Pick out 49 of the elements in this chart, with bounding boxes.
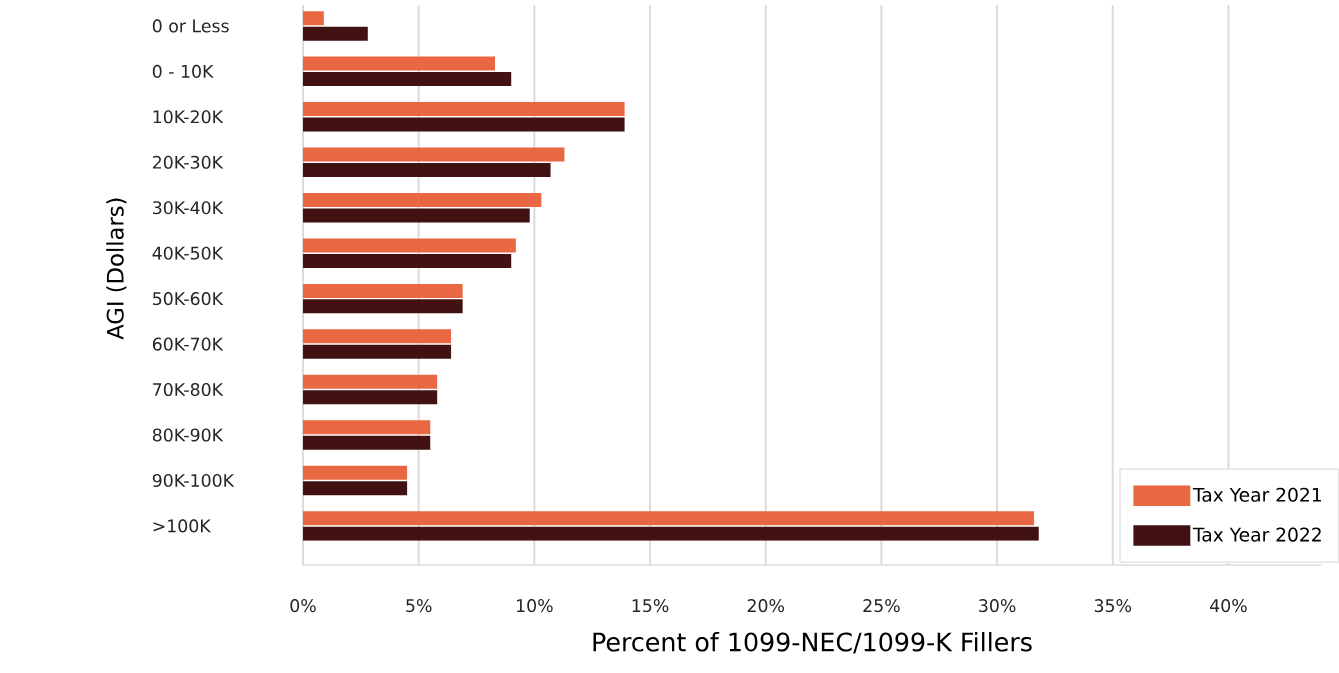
x-tick-label: 40%	[1210, 599, 1247, 613]
legend-label: Tax Year 2022	[1192, 527, 1321, 542]
bar	[303, 102, 625, 117]
y-tick-label: 40K-50K	[152, 246, 224, 260]
x-tick-label: 5%	[406, 599, 432, 613]
bar	[303, 526, 1039, 541]
x-tick-label: 25%	[863, 599, 900, 613]
bar	[303, 117, 625, 132]
bar	[303, 344, 452, 359]
bar	[303, 56, 496, 71]
x-tick-label: 15%	[632, 599, 669, 613]
x-tick-label: 30%	[979, 599, 1016, 613]
x-tick-label: 10%	[517, 599, 553, 613]
y-tick-label: 90K-100K	[152, 473, 235, 488]
bar	[303, 72, 512, 87]
x-tick-label: 0%	[290, 599, 316, 613]
y-tick-label: 0 or Less	[152, 19, 229, 33]
x-axis-title: Percent of 1099-NEC/1099-K Fillers	[593, 631, 1032, 654]
bar	[303, 435, 431, 450]
y-tick-label: 0 - 10K	[152, 64, 214, 78]
bar	[303, 465, 408, 480]
bar	[303, 481, 408, 496]
bar	[303, 283, 463, 298]
bar	[303, 511, 1035, 526]
y-tick-label: 20K-30K	[152, 155, 224, 169]
bar	[303, 390, 438, 405]
y-tick-label: 10K-20K	[153, 110, 224, 124]
y-tick-label: 80K-90K	[152, 428, 224, 442]
x-tick-label: 35%	[1094, 599, 1132, 613]
x-tick-label: 20%	[747, 599, 785, 613]
bar	[303, 192, 542, 207]
y-axis-title: AGI (Dollars)	[106, 198, 127, 340]
bar	[303, 238, 516, 253]
legend-label: Tax Year 2021	[1192, 487, 1321, 502]
bar	[303, 11, 324, 26]
y-tick-label: 60K-70K	[152, 337, 224, 351]
y-tick-label: >100K	[153, 519, 212, 533]
y-tick-label: 50K-60K	[153, 292, 224, 306]
bar	[303, 208, 530, 223]
bar	[303, 329, 452, 344]
y-tick-label: 70K-80K	[153, 382, 224, 397]
bar	[303, 374, 438, 389]
bar	[303, 420, 431, 435]
bar	[303, 163, 551, 178]
y-tick-label: 30K-40K	[153, 201, 224, 215]
bar	[303, 299, 463, 314]
bar	[303, 26, 368, 41]
bar	[303, 253, 512, 268]
bar	[303, 147, 565, 162]
